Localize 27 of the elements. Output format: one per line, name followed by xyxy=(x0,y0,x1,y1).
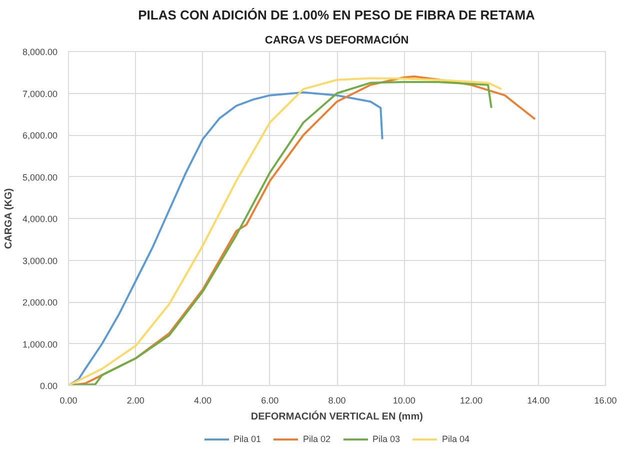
y-tick-label: 2,000.00 xyxy=(22,298,58,308)
x-tick-label: 2.00 xyxy=(126,396,144,406)
x-tick-label: 4.00 xyxy=(194,396,212,406)
y-tick-label: 6,000.00 xyxy=(22,130,58,140)
x-tick-label: 14.00 xyxy=(527,396,550,406)
y-tick-label: 7,000.00 xyxy=(22,88,58,99)
x-tick-label: 12.00 xyxy=(460,396,483,406)
x-tick-label: 16.00 xyxy=(594,396,617,406)
line-series xyxy=(68,91,384,386)
legend-label: Pila 01 xyxy=(233,434,261,444)
x-tick-label: 8.00 xyxy=(328,396,346,406)
x-tick-label: 0.00 xyxy=(60,396,78,406)
y-tick-label: 5,000.00 xyxy=(22,172,58,182)
y-axis-title: CARGA (KG) xyxy=(3,188,14,250)
x-axis-title: DEFORMACIÓN VERTICAL EN (mm) xyxy=(250,410,423,422)
y-tick-label: 4,000.00 xyxy=(22,214,58,224)
chart-title: PILAS CON ADICIÓN DE 1.00% EN PESO DE FIBRA DE RETAMA xyxy=(138,8,536,22)
y-tick-label: 8,000.00 xyxy=(22,47,58,57)
y-tick-label: 3,000.00 xyxy=(22,256,58,266)
x-tick-label: 10.00 xyxy=(392,396,416,406)
legend-label: Pila 03 xyxy=(372,434,400,444)
y-tick-label: 0.00 xyxy=(40,381,58,391)
legend-label: Pila 04 xyxy=(442,434,470,444)
chart-subtitle: CARGA VS DEFORMACIÓN xyxy=(264,34,409,46)
x-tick-label: 6.00 xyxy=(261,396,279,406)
y-tick-label: 1,000.00 xyxy=(22,339,58,350)
legend-label: Pila 02 xyxy=(302,434,330,444)
